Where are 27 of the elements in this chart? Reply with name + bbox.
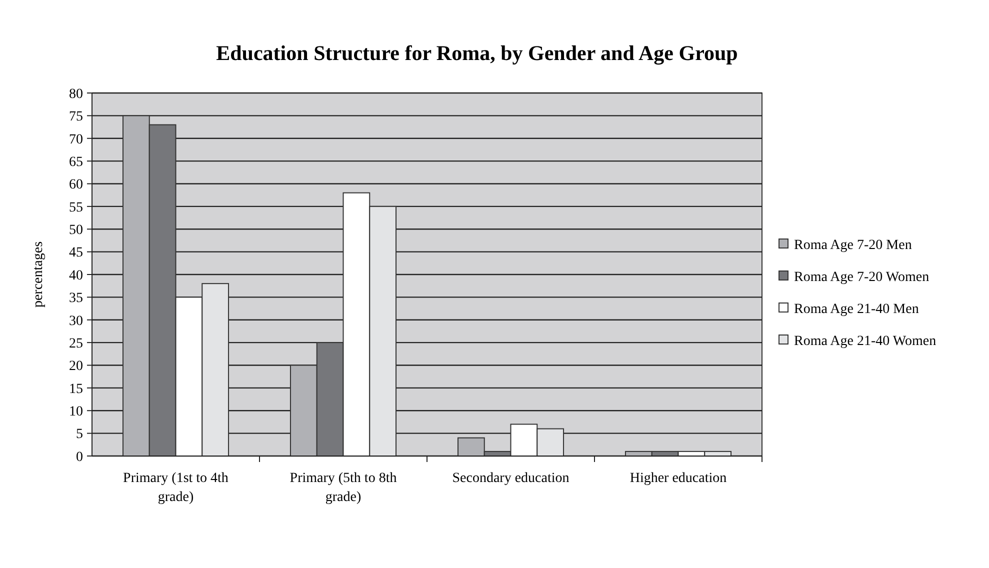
y-tick-label: 25: [69, 336, 83, 352]
y-tick-label: 30: [69, 314, 83, 329]
y-tick-label: 5: [76, 427, 83, 442]
x-tick-label: Primary (5th to 8th grade): [290, 471, 397, 505]
legend-label: Roma Age 21-40 Men: [794, 302, 919, 317]
legend-label: Roma Age 7-20 Women: [794, 270, 930, 285]
y-tick-label: 10: [69, 404, 83, 420]
y-tick-label: 70: [69, 132, 83, 148]
x-tick-label: Primary (1st to 4th grade): [123, 471, 228, 505]
y-tick-label: 75: [69, 110, 83, 125]
legend-label: Roma Age 7-20 Men: [794, 238, 912, 253]
legend-label: Roma Age 21-40 Women: [794, 334, 936, 349]
chart-title: Education Structure for Roma, by Gender and Age Group: [216, 41, 738, 65]
x-tick-label: Higher education: [630, 471, 727, 486]
y-tick-label: 15: [69, 382, 83, 397]
y-tick-label: 55: [69, 200, 83, 216]
y-tick-label: 45: [69, 246, 83, 261]
x-tick-label: Secondary education: [452, 471, 570, 486]
y-tick-label: 80: [69, 86, 83, 102]
y-tick-label: 65: [69, 154, 83, 170]
y-axis-title: percentages: [31, 241, 46, 308]
y-tick-label: 35: [69, 291, 83, 306]
y-tick-label: 60: [69, 178, 83, 193]
y-tick-label: 40: [69, 268, 83, 284]
y-tick-label: 50: [69, 223, 83, 238]
y-tick-label: 0: [76, 450, 83, 465]
y-tick-label: 20: [69, 359, 83, 374]
